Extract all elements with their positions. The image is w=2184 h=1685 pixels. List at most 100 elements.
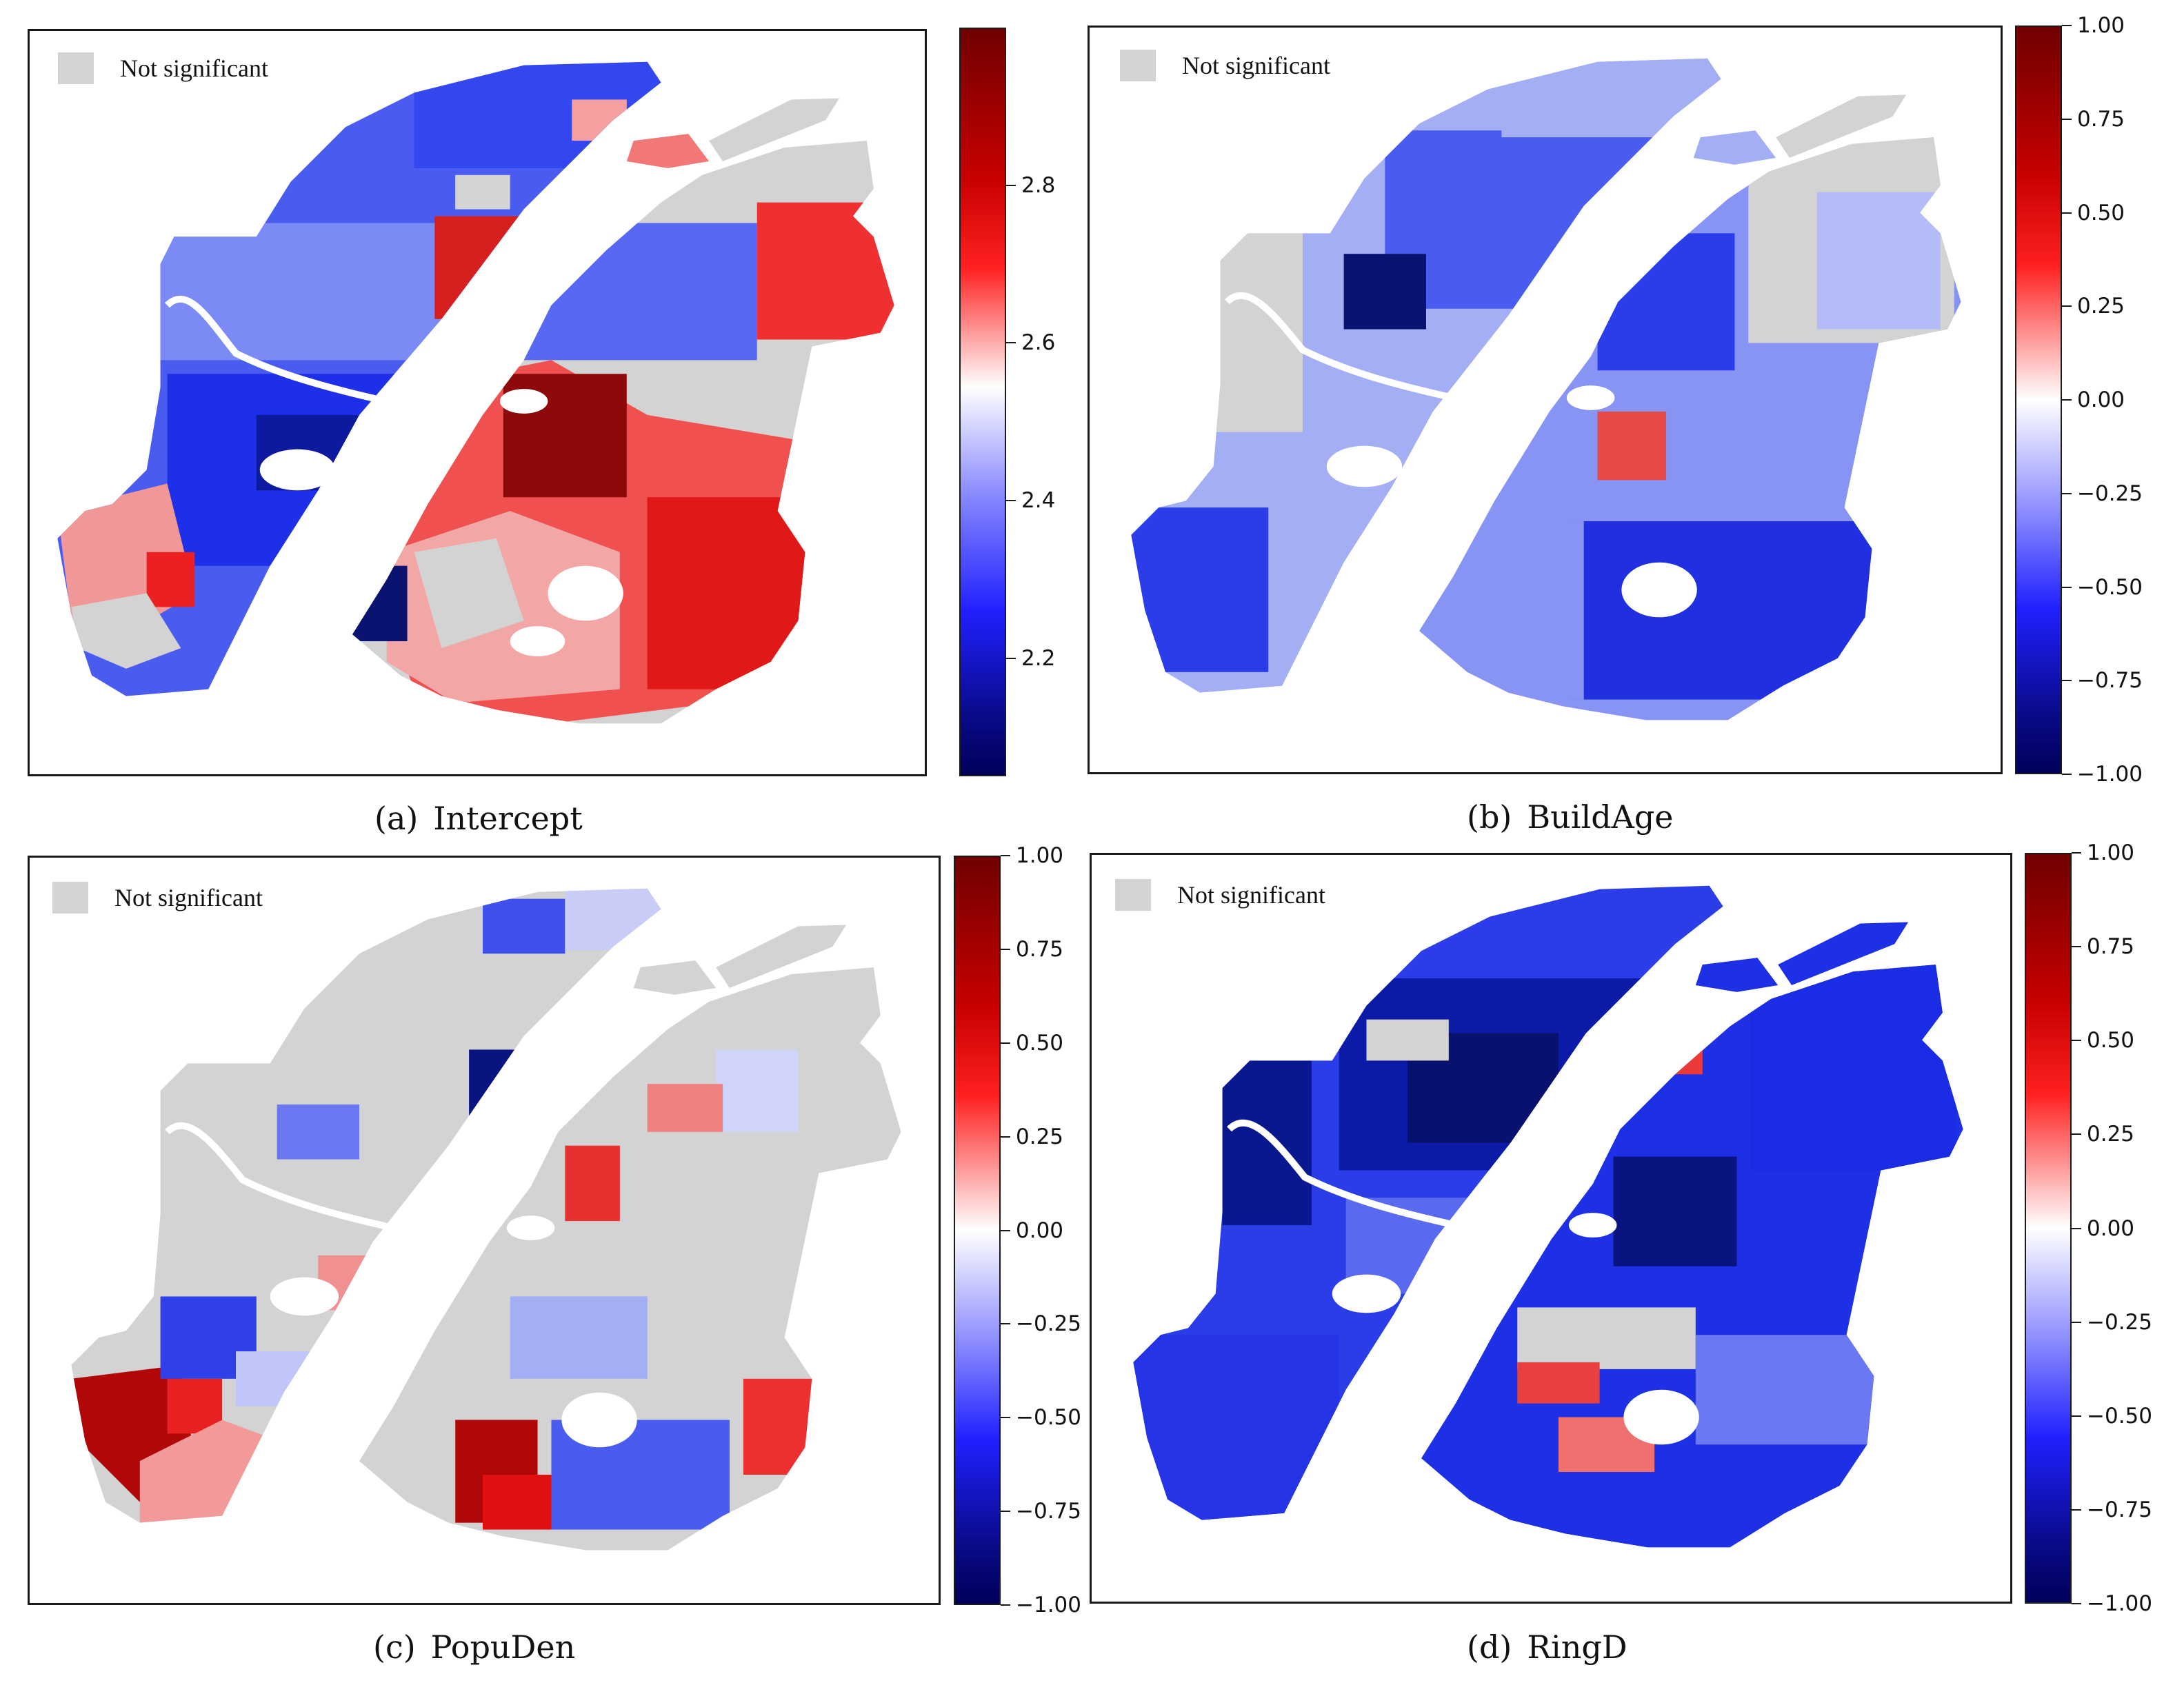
colorbar-tick-mark [2062, 118, 2072, 120]
island-north [633, 960, 717, 995]
region-east-blue [1750, 965, 1956, 1171]
lake-west [270, 1277, 339, 1316]
caption-title: Intercept [433, 800, 583, 837]
colorbar-tick-label: 0.25 [1001, 1124, 1063, 1149]
choropleth-map-b [1131, 58, 1961, 720]
colorbar-tick-label: 0.50 [2062, 201, 2125, 225]
colorbar-tick-text: 0.00 [2087, 1215, 2135, 1241]
region-south-red [483, 1475, 552, 1530]
region-northwest-blue [1222, 1060, 1312, 1226]
colorbar-tick-mark [2062, 774, 2072, 775]
colorbar-tick-text: 1.00 [2087, 840, 2135, 865]
colorbar-tick-label: 0.75 [2062, 107, 2125, 132]
colorbar-tick-text: 1.00 [1016, 843, 1064, 868]
colorbar-tick-mark [2072, 1133, 2081, 1136]
colorbar-tick-mark [2062, 25, 2072, 26]
caption-title: BuildAge [1527, 798, 1674, 836]
colorbar-tick-text: 2.4 [1021, 487, 1056, 513]
region-north-light [1501, 58, 1721, 138]
lake-north [506, 1215, 555, 1240]
colorbar-tick-mark [2062, 399, 2072, 401]
colorbar-tick-label: −1.00 [1001, 1593, 1081, 1617]
region-riverside-red [434, 216, 531, 319]
colorbar-tick-label: 0.25 [2072, 1122, 2134, 1147]
colorbar-tick-text: −0.25 [1016, 1311, 1081, 1337]
map-panel-c [28, 856, 941, 1605]
colorbar-tick-label: −1.00 [2062, 762, 2143, 787]
colorbar-tick-label: 2.4 [1006, 488, 1055, 513]
region-northeast-blue [1597, 233, 1735, 371]
colorbar-tick-text: −1.00 [2077, 762, 2143, 787]
legend-swatch [1120, 50, 1156, 81]
region-southeast-red [743, 1378, 819, 1475]
legend-not-significant-c: Not significant [52, 882, 263, 914]
colorbar-tick-label: −0.25 [2062, 481, 2143, 506]
colorbar-tick-mark [1001, 1511, 1010, 1513]
caption-tag: (c) [373, 1628, 416, 1666]
colorbar-tick-label: 0.75 [1001, 937, 1063, 962]
region-west-light [235, 1351, 319, 1406]
lake-south [510, 626, 565, 656]
colorbar-tick-text: 0.75 [2077, 106, 2125, 132]
region-north-grey [1366, 1019, 1449, 1061]
colorbar-tick-label: −0.25 [1001, 1311, 1081, 1336]
colorbar-tick-mark [2062, 305, 2072, 307]
colorbar-tick-mark [2072, 1040, 2081, 1042]
choropleth-map-d [1133, 885, 1963, 1548]
colorbar-tick-mark [1006, 184, 1016, 186]
colorbar-tick-label: 1.00 [2072, 840, 2134, 865]
island-north-east [1778, 922, 1909, 985]
lake-east [1621, 562, 1697, 618]
lake-east [548, 565, 623, 621]
han-river [1227, 1119, 1540, 1238]
colorbar-tick-text: 0.50 [2077, 200, 2125, 225]
colorbar-tick-text: −0.50 [2077, 574, 2143, 600]
lake-east [561, 1392, 637, 1448]
colorbar-tick-label: 1.00 [1001, 843, 1063, 868]
colorbar-tick-label: 0.50 [1001, 1031, 1063, 1056]
region-east-pink [647, 1084, 723, 1132]
colorbar-tick-text: 0.00 [2077, 387, 2125, 412]
region-north-blue [483, 898, 565, 954]
lake-west [1332, 1274, 1401, 1313]
colorbar-tick-mark [2062, 212, 2072, 214]
legend-not-significant-b: Not significant [1120, 50, 1330, 81]
caption-tag: (a) [374, 800, 419, 837]
colorbar-tick-label: 2.6 [1006, 330, 1055, 355]
colorbar-tick-label: 2.2 [1006, 646, 1055, 671]
colorbar-tick-label: 0.75 [2072, 934, 2134, 959]
colorbar-tick-mark [2072, 852, 2081, 854]
caption-a: (a) Intercept [374, 800, 583, 837]
colorbar-tick-text: −0.25 [2077, 481, 2143, 506]
caption-tag: (b) [1467, 798, 1512, 836]
colorbar-tick-text: 0.25 [2077, 294, 2125, 319]
lake-north [1566, 385, 1615, 410]
colorbar-tick-text: −0.50 [2087, 1403, 2152, 1429]
region-pink-patch [572, 99, 627, 141]
colorbar-tick-mark [1006, 657, 1016, 659]
island-north-grey [709, 98, 840, 161]
island-north [1695, 958, 1779, 992]
legend-not-significant-d: Not significant [1115, 879, 1325, 911]
region-south-light [1695, 1335, 1874, 1445]
lake-east [1623, 1389, 1699, 1445]
region-southwest-pink [139, 1420, 277, 1523]
colorbar-tick-label: 0.25 [2062, 294, 2125, 319]
region-dark-core [1343, 254, 1426, 330]
region-southwest-blue [1133, 1335, 1339, 1520]
colorbar-tick-mark [2072, 1321, 2081, 1323]
colorbar-tick-text: −0.75 [1016, 1499, 1081, 1524]
colorbar-tick-text: 1.00 [2077, 13, 2125, 38]
map-panel-a [28, 29, 927, 776]
region-central-light [510, 1296, 648, 1379]
legend-swatch [52, 882, 88, 914]
region-east-light [1816, 192, 1941, 330]
region-north-light [565, 888, 661, 951]
colorbar-tick-label: 0.00 [2072, 1216, 2134, 1241]
colorbar-tick-label: −0.50 [2062, 575, 2143, 600]
region-central-navy [1613, 1156, 1737, 1267]
caption-title: RingD [1527, 1628, 1627, 1666]
region-grey-patch [455, 174, 510, 210]
colorbar-tick-label: −0.50 [1001, 1405, 1081, 1430]
lake-west [259, 449, 336, 491]
